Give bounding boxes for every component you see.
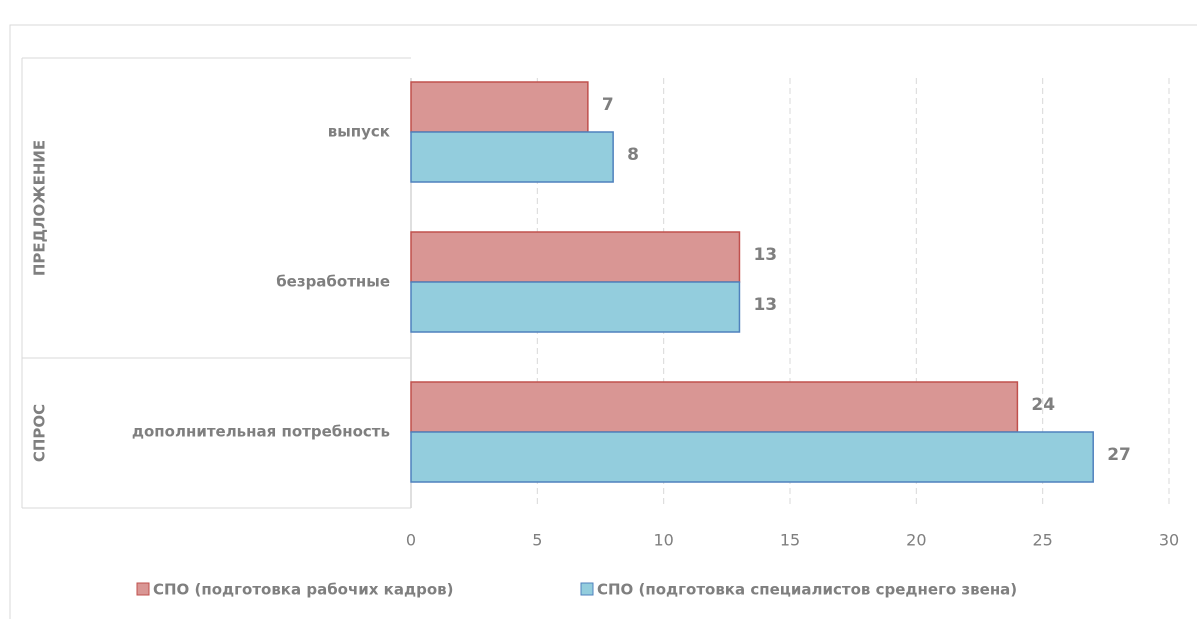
x-tick-label: 0: [406, 531, 416, 550]
bar: [410, 231, 741, 283]
y-tick-label: безработные: [276, 273, 390, 291]
legend-label: СПО (подготовка рабочих кадров): [153, 581, 453, 599]
bar: [410, 281, 741, 333]
data-label: 8: [627, 145, 639, 165]
x-tick-label: 20: [906, 531, 926, 550]
x-tick-label: 15: [780, 531, 800, 550]
legend-swatch: [136, 582, 150, 596]
bar: [410, 81, 589, 133]
y-tick-label: дополнительная потребность: [132, 423, 390, 441]
bar: [410, 431, 1094, 483]
x-tick-label: 30: [1159, 531, 1179, 550]
x-tick-label: 5: [532, 531, 542, 550]
legend-label: СПО (подготовка специалистов среднего зв…: [597, 581, 1017, 599]
data-label: 24: [1031, 395, 1055, 415]
legend-swatch: [580, 582, 594, 596]
y-tick-label: выпуск: [328, 123, 390, 141]
bar: [410, 381, 1019, 433]
data-label: 13: [753, 245, 777, 265]
data-label: 27: [1107, 445, 1131, 465]
x-tick-label: 10: [653, 531, 673, 550]
data-label: 13: [753, 295, 777, 315]
bar: [410, 131, 614, 183]
group-label: ПРЕДЛОЖЕНИЕ: [31, 140, 49, 276]
x-tick-label: 25: [1032, 531, 1052, 550]
group-label: СПРОС: [31, 404, 49, 462]
data-label: 7: [602, 95, 614, 115]
